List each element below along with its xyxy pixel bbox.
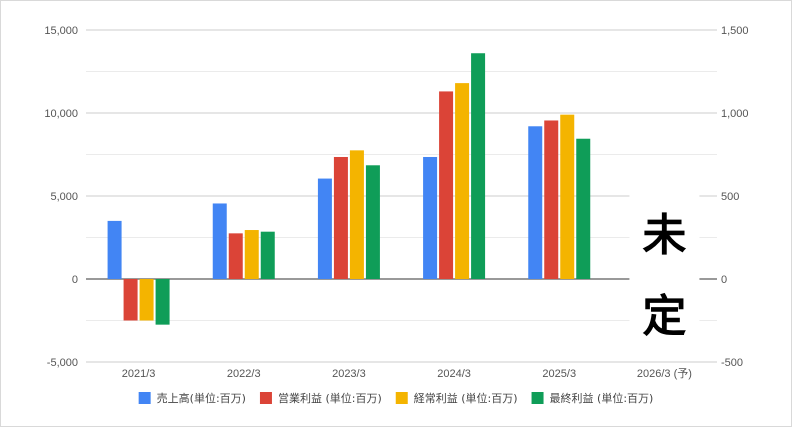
legend-swatch [531,392,544,404]
legend: 売上高(単位:百万) 営業利益 (単位:百万) 経常利益 (単位:百万) 最終利益 (… [138,391,654,405]
annotation-background [629,189,700,347]
right-axis-tick-label: 1,500 [721,25,749,37]
bar [544,120,559,279]
bar [107,220,122,279]
category-label: 2021/3 [122,368,156,380]
gridlines [86,29,717,363]
category-labels: 2021/3 2022/3 2023/3 2024/3 2025/3 2026/3 (予) [122,367,692,380]
right-axis-tick-label: 500 [721,191,739,203]
bar [439,91,454,279]
left-axis-tick-label: 0 [72,274,78,286]
legend-swatch [395,392,408,404]
category-label: 2025/3 [542,368,576,380]
legend-label: 売上高(単位:百万) [157,391,246,405]
bar [244,230,259,279]
legend-swatch [259,392,272,404]
bar [349,150,364,279]
bar [576,138,591,279]
left-axis-tick-label: 10,000 [44,108,78,120]
left-axis-ticks: -5,000 0 5,000 10,000 15,000 [44,25,78,369]
bar [560,114,575,279]
annotation: 未 定 [629,189,700,347]
category-label: 2024/3 [437,368,471,380]
bar [212,203,227,279]
legend-label: 営業利益 (単位:百万) [278,391,382,405]
left-axis-tick-label: -5,000 [47,357,78,369]
bar [471,53,486,279]
category-label: 2026/3 (予) [637,367,692,380]
category-label: 2022/3 [227,368,261,380]
annotation-char-1: 未 [642,210,686,261]
bar [123,279,138,321]
bar [155,279,170,325]
right-axis-tick-label: 0 [721,274,727,286]
bars [107,53,591,325]
legend-label: 最終利益 (単位:百万) [550,391,654,405]
annotation-char-2: 定 [642,291,686,342]
bar [317,178,332,279]
left-axis-tick-label: 15,000 [44,25,78,37]
bar [423,156,438,279]
bar [260,231,275,279]
bar [365,165,380,279]
bar [455,83,470,280]
right-axis-tick-label: -500 [721,357,743,369]
bar [528,126,543,279]
bar [139,279,154,321]
right-axis-ticks: -500 0 500 1,000 1,500 [721,25,749,369]
category-label: 2023/3 [332,368,366,380]
bar [333,156,348,279]
bar [228,233,243,279]
legend-swatch [138,392,151,404]
right-axis-tick-label: 1,000 [721,108,749,120]
legend-label: 経常利益 (単位:百万) [414,391,518,405]
left-axis-tick-label: 5,000 [50,191,78,203]
